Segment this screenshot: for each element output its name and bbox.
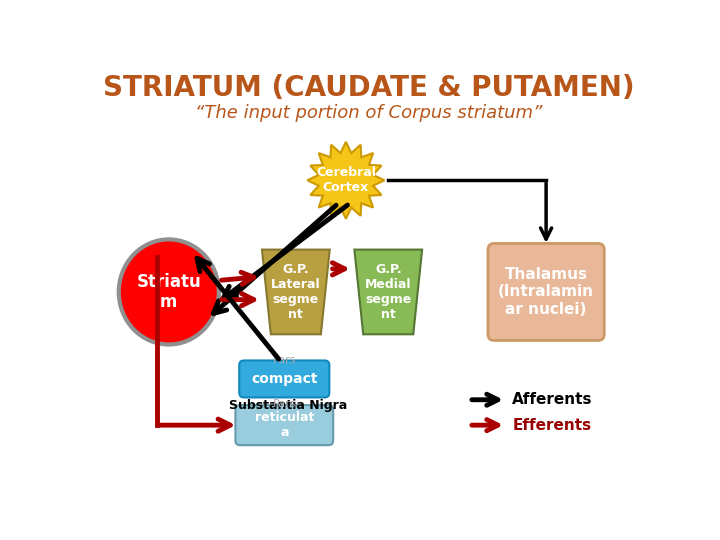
- Polygon shape: [262, 249, 330, 334]
- Text: Thalamus
(Intralamin
ar nuclei): Thalamus (Intralamin ar nuclei): [498, 267, 594, 317]
- Text: Afferents: Afferents: [512, 392, 593, 407]
- Text: G.P.
Medial
segme
nt: G.P. Medial segme nt: [365, 263, 412, 321]
- Text: Pars: Pars: [273, 400, 296, 409]
- Polygon shape: [307, 142, 384, 219]
- FancyBboxPatch shape: [488, 244, 604, 340]
- Polygon shape: [354, 249, 422, 334]
- Text: STRIATUM (CAUDATE & PUTAMEN): STRIATUM (CAUDATE & PUTAMEN): [103, 74, 635, 102]
- Text: Striatu
m: Striatu m: [136, 273, 201, 312]
- Text: Substantia Nigra: Substantia Nigra: [229, 399, 347, 411]
- Text: reticulat
a: reticulat a: [255, 411, 314, 439]
- Text: Pars: Pars: [273, 355, 296, 365]
- FancyBboxPatch shape: [239, 361, 329, 397]
- Ellipse shape: [119, 239, 219, 345]
- Text: “The input portion of Corpus striatum”: “The input portion of Corpus striatum”: [195, 104, 543, 122]
- FancyBboxPatch shape: [235, 405, 333, 445]
- Text: Cerebral
Cortex: Cerebral Cortex: [316, 166, 376, 194]
- Text: compact: compact: [251, 372, 318, 386]
- Text: G.P.
Lateral
segme
nt: G.P. Lateral segme nt: [271, 263, 320, 321]
- Text: Efferents: Efferents: [512, 417, 591, 433]
